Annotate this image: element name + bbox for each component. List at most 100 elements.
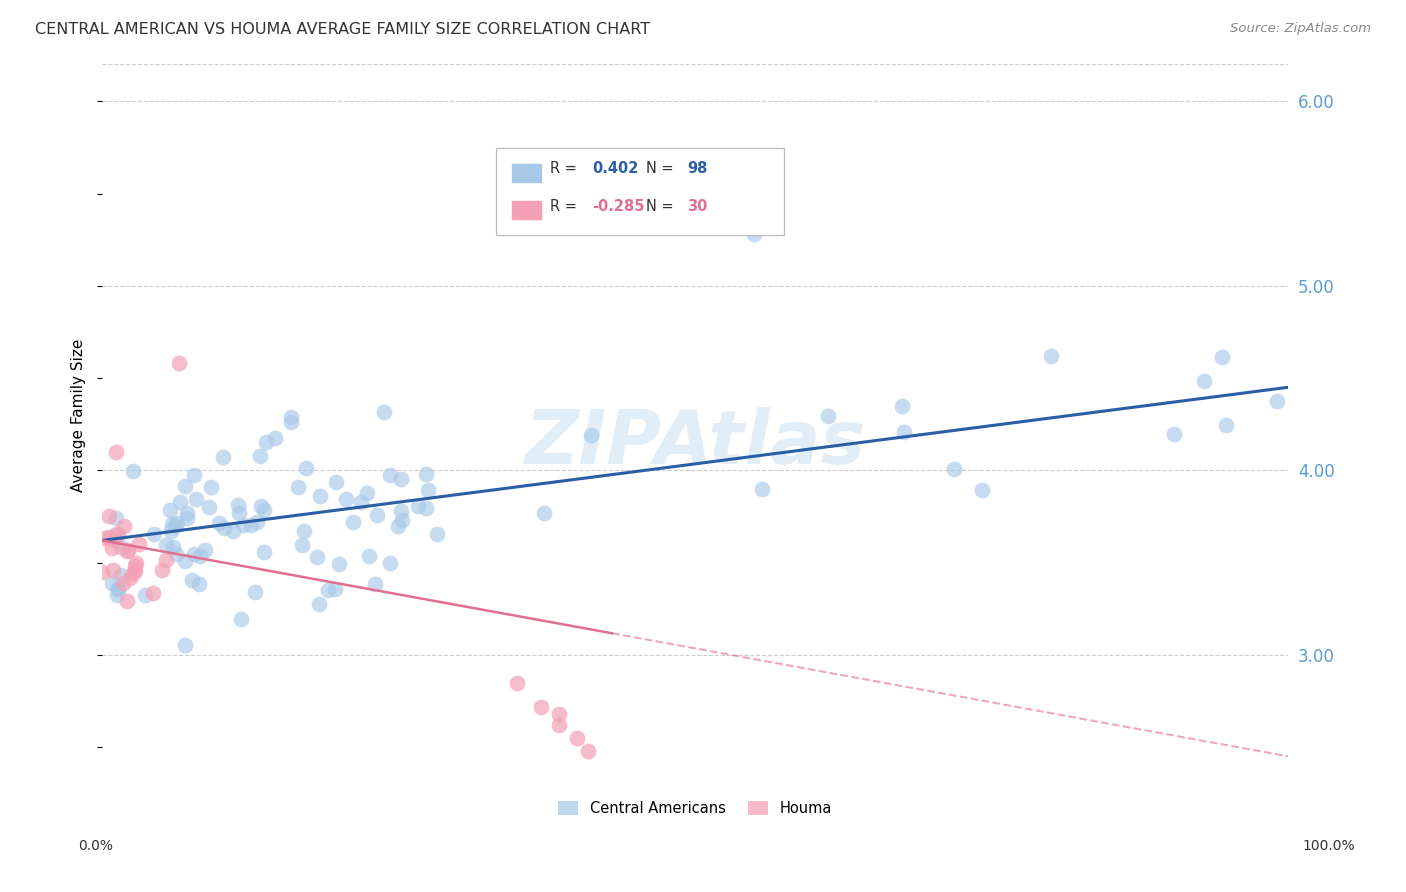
Point — [295, 461, 318, 475]
Point — [253, 503, 276, 517]
Point — [378, 557, 401, 571]
Point — [97, 530, 120, 544]
Point — [357, 549, 380, 563]
Point — [212, 521, 235, 535]
Point — [243, 584, 266, 599]
Point — [292, 524, 315, 538]
Text: 0.0%: 0.0% — [79, 838, 112, 853]
Point — [188, 549, 211, 564]
Point — [350, 495, 373, 509]
Point — [97, 509, 120, 524]
Point — [239, 517, 262, 532]
Point — [308, 597, 330, 611]
Point — [280, 409, 302, 424]
Point — [112, 575, 135, 590]
Point — [264, 431, 287, 445]
Point — [155, 539, 177, 553]
Point — [305, 549, 328, 564]
Text: N =: N = — [647, 199, 678, 213]
Point — [246, 515, 269, 529]
Point — [254, 435, 277, 450]
Point — [378, 468, 401, 483]
Point — [318, 583, 340, 598]
Point — [1211, 351, 1233, 365]
Point — [169, 495, 191, 509]
Point — [1192, 374, 1215, 388]
Point — [335, 491, 357, 506]
Point — [232, 517, 254, 532]
Point — [104, 533, 127, 547]
Point — [184, 491, 207, 506]
Point — [150, 563, 173, 577]
Point — [226, 498, 249, 512]
Point — [143, 527, 166, 541]
Point — [162, 541, 184, 555]
Legend: Central Americans, Houma: Central Americans, Houma — [553, 795, 838, 822]
Point — [530, 699, 553, 714]
Point — [342, 515, 364, 529]
Point — [1039, 349, 1062, 363]
Point — [373, 405, 395, 419]
Point — [387, 519, 409, 533]
Point — [208, 516, 231, 530]
Point — [155, 553, 177, 567]
Point — [1163, 426, 1185, 441]
Point — [249, 449, 271, 463]
Point — [117, 594, 139, 608]
Text: N =: N = — [647, 161, 678, 176]
Point — [891, 399, 914, 413]
Point — [134, 588, 156, 602]
Point — [309, 489, 332, 503]
Text: 98: 98 — [688, 161, 707, 176]
Point — [547, 706, 569, 721]
Point — [176, 510, 198, 524]
Point — [128, 537, 150, 551]
Point — [389, 504, 412, 518]
Point — [356, 485, 378, 500]
Point — [94, 531, 117, 545]
Point — [173, 638, 195, 652]
Point — [110, 540, 132, 554]
Point — [174, 554, 197, 568]
Y-axis label: Average Family Size: Average Family Size — [72, 338, 86, 491]
Point — [506, 675, 529, 690]
Point — [391, 513, 413, 527]
Point — [180, 573, 202, 587]
Point — [188, 577, 211, 591]
Point — [103, 563, 125, 577]
Point — [565, 731, 588, 745]
Point — [174, 479, 197, 493]
Point — [169, 356, 191, 370]
Point — [160, 516, 183, 531]
Point — [117, 542, 139, 557]
Point — [250, 499, 273, 513]
Point — [194, 543, 217, 558]
Point — [104, 527, 127, 541]
Text: -0.285: -0.285 — [593, 199, 645, 213]
Point — [110, 568, 132, 582]
Point — [142, 586, 165, 600]
Point — [107, 582, 129, 596]
Point — [222, 524, 245, 538]
Point — [323, 582, 346, 597]
Point — [280, 415, 302, 429]
Point — [228, 506, 250, 520]
Point — [107, 527, 129, 541]
Point — [389, 472, 412, 486]
Point — [972, 483, 994, 497]
Point — [325, 475, 347, 490]
Text: 30: 30 — [688, 199, 707, 213]
Text: 100.0%: 100.0% — [1302, 838, 1355, 853]
Point — [893, 425, 915, 439]
Point — [415, 467, 437, 482]
Point — [91, 565, 114, 579]
Point — [176, 506, 198, 520]
Text: ZIPAtlas: ZIPAtlas — [524, 408, 866, 480]
Text: CENTRAL AMERICAN VS HOUMA AVERAGE FAMILY SIZE CORRELATION CHART: CENTRAL AMERICAN VS HOUMA AVERAGE FAMILY… — [35, 22, 650, 37]
Point — [253, 544, 276, 558]
Point — [578, 744, 600, 758]
Point — [122, 464, 145, 478]
Point — [105, 511, 128, 525]
Point — [533, 506, 555, 520]
Point — [105, 588, 128, 602]
